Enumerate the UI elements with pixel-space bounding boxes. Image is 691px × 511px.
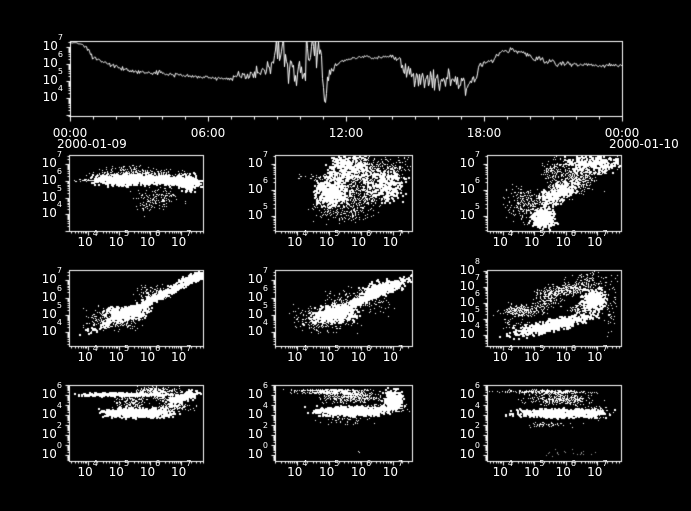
chart-canvas xyxy=(0,0,691,511)
plot-window: 104 105 106 107 00:00 2000-01-09 06:00 12:00 18:… xyxy=(0,0,691,511)
